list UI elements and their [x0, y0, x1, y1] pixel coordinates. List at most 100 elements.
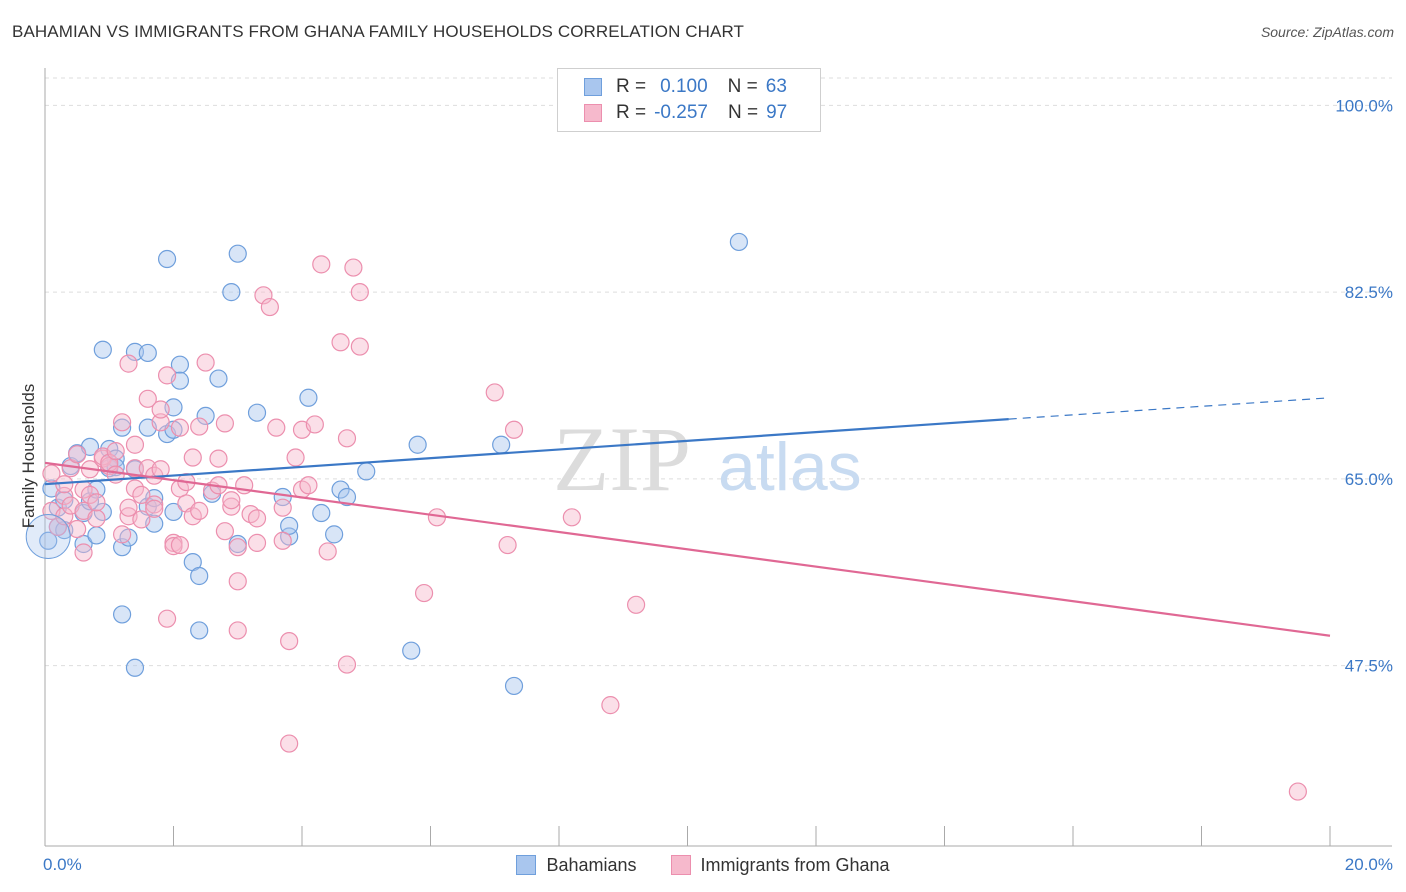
ghana-point [190, 417, 209, 436]
ghana-point [74, 543, 93, 562]
ghana-point [601, 696, 620, 715]
bahamian-point [87, 526, 106, 545]
ghana-point [119, 354, 138, 373]
bahamian-point [93, 340, 112, 359]
ghana-point [190, 501, 209, 520]
data-points [25, 232, 1307, 801]
x-tick-label-max: 20.0% [1345, 855, 1393, 874]
ghana-point [125, 459, 145, 478]
bahamian-point [337, 487, 357, 507]
ghana-point [350, 337, 369, 356]
ghana-point [485, 383, 504, 402]
n-value: 97 [766, 102, 788, 123]
ghana-point [228, 538, 247, 557]
ghana-point [170, 418, 190, 437]
bahamian-point [125, 342, 145, 361]
bahamian-point [228, 244, 247, 263]
x-tick-label-min: 0.0% [43, 855, 82, 874]
watermark: ZIP atlas [553, 408, 862, 510]
bahamian-point [504, 676, 524, 696]
ghana-point [260, 297, 279, 317]
ghana-point [626, 595, 646, 614]
ghana-point [164, 537, 183, 556]
ghana-point [222, 497, 241, 516]
bahamian-point [138, 343, 157, 363]
ghana-point [337, 655, 357, 674]
ghana-point [145, 499, 164, 518]
bahamian-point [222, 283, 241, 302]
ghana-point [151, 400, 170, 419]
ghana-point [280, 631, 299, 651]
ghana-point [299, 476, 318, 495]
ghana-point [125, 435, 145, 454]
blue-swatch-icon [516, 855, 537, 875]
trend-lines [44, 397, 1331, 637]
bahamian-point [112, 418, 132, 437]
legend-item-ghana[interactable]: Immigrants from Ghana [670, 854, 890, 876]
ghana-point [344, 258, 363, 277]
y-tick-label: 47.5% [1345, 657, 1393, 676]
pink-swatch-icon [584, 104, 602, 122]
r-value: -0.257 [654, 102, 708, 123]
ghana-point [196, 353, 215, 372]
legend-label-ghana: Immigrants from Ghana [700, 854, 890, 875]
ghana-point [209, 449, 228, 468]
bahamian-point [170, 355, 190, 374]
ghana-point [337, 429, 357, 448]
ghana-point [222, 491, 241, 510]
ghana-point [504, 420, 524, 439]
ghana-point [312, 255, 331, 274]
ghana-point [498, 535, 517, 555]
bahamian-point [325, 525, 344, 544]
ghana-point [68, 519, 87, 539]
bahamian-point [125, 658, 145, 677]
ghana-point [286, 448, 305, 467]
ghana-point [414, 583, 434, 603]
ghana-point [80, 485, 100, 504]
ghana-point [68, 445, 87, 464]
series-legend: Bahamians Immigrants from Ghana [0, 852, 1406, 878]
bahamian-point [39, 531, 58, 550]
ghana-point [106, 442, 125, 461]
ghana-point [138, 389, 157, 408]
ghana-point [42, 464, 61, 483]
bahamian-point [247, 403, 267, 422]
legend-item-bahamians[interactable]: Bahamians [516, 854, 637, 876]
ghana-point [112, 413, 132, 432]
ghana-trend-line [44, 461, 1331, 637]
ghana-point [119, 498, 138, 517]
ghana-point [247, 533, 267, 553]
ghana-point [151, 413, 170, 432]
r-label: R = [616, 102, 647, 123]
ghana-point [157, 366, 177, 385]
bahamian-point [112, 538, 132, 557]
bahamian-point [190, 566, 209, 586]
legend-row-bahamians: R = 0.100 N = 63 [584, 75, 787, 99]
ghana-point [267, 418, 286, 437]
bahamian-point [209, 369, 228, 388]
gridlines [45, 77, 1392, 667]
ghana-point [318, 542, 337, 561]
watermark-atlas: atlas [718, 429, 862, 505]
ghana-point [350, 283, 369, 302]
ghana-point [87, 493, 106, 512]
axes [44, 68, 1392, 847]
bahamian-point [80, 492, 100, 511]
y-tick-label: 100.0% [1335, 96, 1393, 115]
ghana-point [1288, 782, 1307, 801]
legend-label-bahamians: Bahamians [546, 854, 637, 875]
stats-legend: R = 0.100 N = 63 R = -0.257 N = 97 [557, 68, 821, 132]
ghana-point [183, 448, 202, 467]
bahamian-point [312, 503, 331, 523]
bahamian-point [331, 480, 350, 499]
chart-title: BAHAMIAN VS IMMIGRANTS FROM GHANA FAMILY… [12, 22, 745, 41]
n-label: N = [727, 76, 758, 97]
r-label: R = [616, 76, 647, 97]
bahamian-cluster-point [25, 514, 71, 560]
source-credit: Source: ZipAtlas.com [1260, 24, 1394, 40]
bahamian-point [196, 406, 215, 426]
bahamian-point [402, 641, 421, 660]
ghana-point [48, 517, 67, 537]
watermark-zip: ZIP [553, 408, 691, 510]
